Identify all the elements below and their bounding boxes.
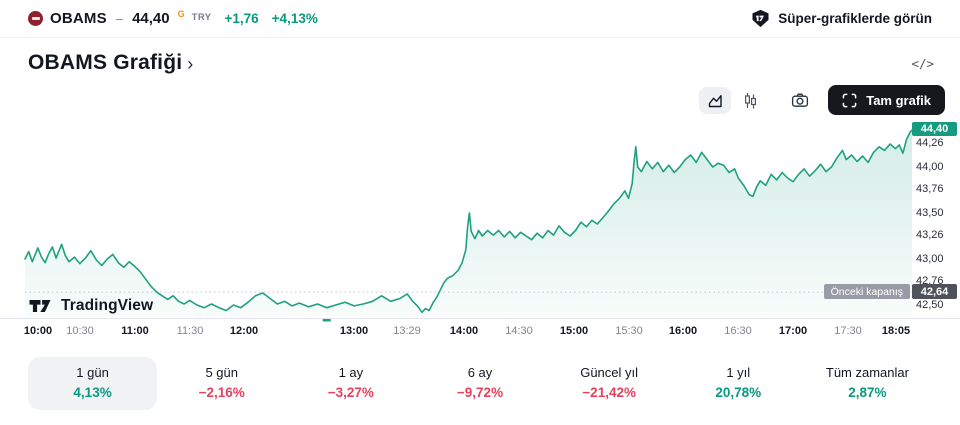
tradingview-logo-icon	[29, 300, 51, 312]
embed-code-icon[interactable]: </>	[911, 55, 934, 71]
fullscreen-button-label: Tam grafik	[866, 92, 931, 108]
tradingview-attribution[interactable]: TradingView	[28, 296, 153, 316]
x-axis-tick: 13:29	[393, 325, 421, 337]
period-tab-label: 6 ay	[467, 365, 493, 380]
chart-toolbar: Tam grafik	[699, 85, 945, 115]
x-axis-tick: 14:00	[449, 325, 479, 337]
x-axis-tick: 10:00	[23, 325, 53, 337]
tradingview-cta[interactable]: Süper-grafiklerde görün	[751, 9, 932, 28]
period-tab-5-gün[interactable]: 5 gün −2,16%	[157, 357, 286, 410]
y-axis-tick: 43,26	[916, 229, 944, 241]
period-tab-change: −21,42%	[582, 385, 636, 400]
change-percent: +4,13%	[271, 11, 318, 26]
previous-close-label: Önceki kapanış	[823, 284, 910, 299]
market-status-flag: G	[177, 8, 185, 19]
last-price-badge: 44,40	[912, 122, 957, 136]
area-chart-icon	[708, 94, 722, 107]
period-tab-label: 1 gün	[76, 365, 109, 380]
period-tab-1-ay[interactable]: 1 ay −3,27%	[286, 357, 415, 410]
symbol-name: OBAMS	[50, 10, 107, 27]
fullscreen-chart-button[interactable]: Tam grafik	[828, 85, 945, 115]
chart-title-link[interactable]: OBAMS Grafiği ›	[28, 51, 193, 75]
area-chart-style-button[interactable]	[699, 86, 732, 114]
x-axis-tick: 17:30	[834, 325, 862, 337]
price-line	[24, 129, 913, 314]
x-axis-tick: 12:00	[229, 325, 259, 337]
y-axis-tick: 43,76	[916, 183, 944, 195]
y-axis-tick: 44,26	[916, 137, 944, 149]
period-tab-güncel-yıl[interactable]: Güncel yıl −21,42%	[545, 357, 674, 410]
x-axis-tick: 15:00	[559, 325, 589, 337]
candlestick-style-button[interactable]	[734, 87, 766, 114]
period-tabs: 1 gün 4,13% 5 gün −2,16% 1 ay −3,27% 6 ay −9,72…	[28, 357, 932, 410]
separator-dash: –	[115, 11, 124, 26]
x-axis-tick: 13:00	[339, 325, 369, 337]
x-axis-tick: 15:30	[615, 325, 643, 337]
period-tab-label: Tüm zamanlar	[825, 365, 909, 380]
period-tab-change: −2,16%	[198, 385, 245, 400]
period-tab-label: Güncel yıl	[580, 365, 639, 380]
period-tab-tüm-zamanlar[interactable]: Tüm zamanlar 2,87%	[803, 357, 932, 410]
page-title: OBAMS Grafiği	[28, 51, 183, 74]
title-row: OBAMS Grafiği › </>	[28, 46, 934, 80]
x-axis-tick: 16:00	[668, 325, 698, 337]
y-axis-tick: 43,00	[916, 253, 944, 265]
period-tab-1-yıl[interactable]: 1 yıl 20,78%	[674, 357, 803, 410]
change-absolute: +1,76	[224, 11, 259, 26]
period-tab-1-gün[interactable]: 1 gün 4,13%	[28, 357, 158, 410]
snapshot-button[interactable]	[784, 87, 816, 114]
header: OBAMS – 44,40 G TRY +1,76 +4,13% Süper-g…	[0, 0, 960, 38]
tradingview-cta-label: Süper-grafiklerde görün	[778, 11, 932, 26]
period-tab-6-ay[interactable]: 6 ay −9,72%	[415, 357, 544, 410]
y-axis-tick: 44,00	[916, 161, 944, 173]
y-axis-tick: 43,50	[916, 207, 944, 219]
period-tab-change: −9,72%	[456, 385, 504, 400]
previous-close-value: 42,64	[912, 284, 957, 299]
fullscreen-icon	[842, 93, 857, 107]
period-tab-change: 4,13%	[73, 385, 112, 400]
previous-close-group: Önceki kapanış 42,64	[823, 284, 957, 299]
last-price: 44,40	[132, 10, 170, 27]
x-axis-tick: 10:30	[66, 325, 94, 337]
period-tab-change: 2,87%	[848, 385, 887, 400]
tradingview-stamp-icon	[752, 9, 769, 28]
chart-style-toggle	[699, 86, 766, 114]
y-axis-tick: 42,50	[916, 299, 944, 311]
x-axis-tick: 16:30	[724, 325, 752, 337]
currency-label: TRY	[191, 12, 212, 23]
x-axis-tick: 18:05	[881, 325, 911, 337]
period-tab-change: −3,27%	[327, 385, 374, 400]
symbol-logo-icon	[28, 11, 43, 26]
period-tab-change: 20,78%	[715, 385, 762, 400]
camera-icon	[792, 93, 809, 107]
price-chart[interactable]	[0, 0, 960, 345]
x-axis-tick: 14:30	[505, 325, 533, 337]
period-tab-label: 5 gün	[205, 365, 238, 380]
chevron-right-icon: ›	[187, 53, 194, 74]
tradingview-attribution-label: TradingView	[61, 297, 154, 314]
x-axis-tick: 11:30	[176, 325, 204, 337]
period-tab-label: 1 ay	[338, 365, 364, 380]
period-tab-label: 1 yıl	[726, 365, 751, 380]
x-axis: 10:00 10:30 11:00 11:30 12:00 13:00 13:29 14:00…	[0, 318, 960, 345]
symbol-summary: OBAMS – 44,40 G TRY +1,76 +4,13%	[28, 8, 318, 27]
x-axis-tick: 11:00	[121, 325, 149, 337]
candlestick-icon	[744, 92, 756, 108]
x-axis-tick: 17:00	[778, 325, 808, 337]
